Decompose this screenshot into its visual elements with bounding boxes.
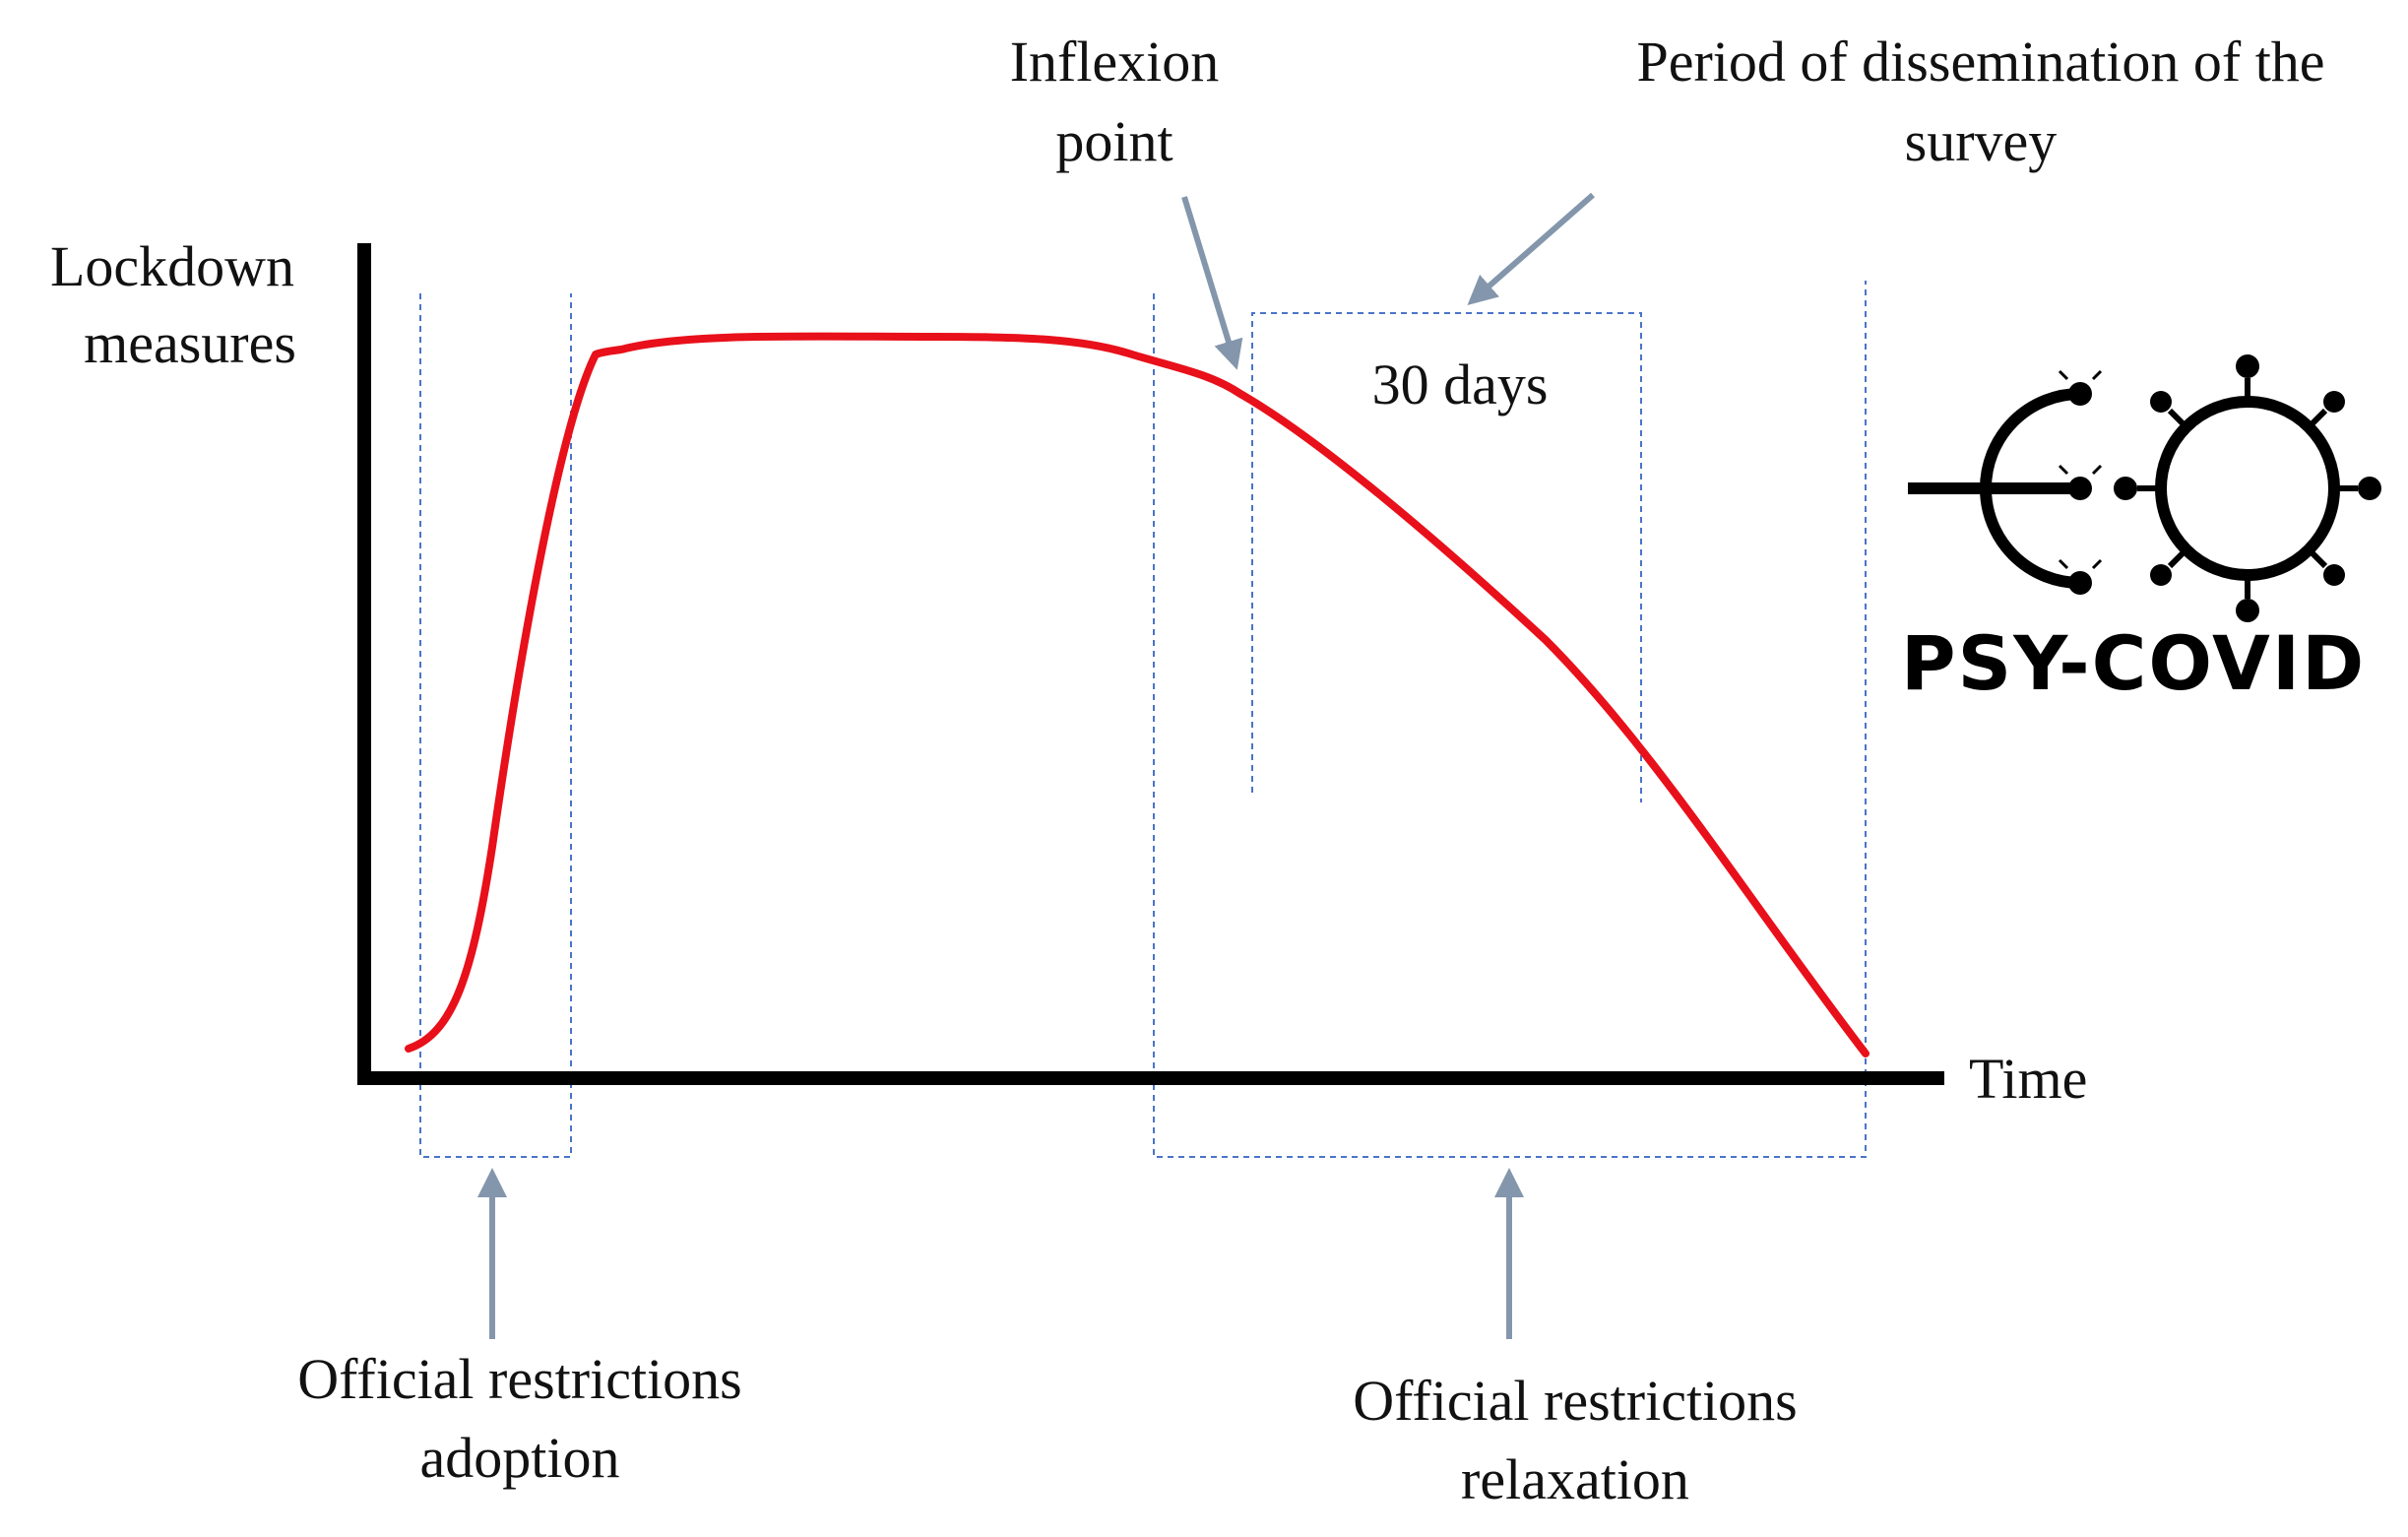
survey-label-line2: survey bbox=[1905, 109, 2058, 173]
x-axis-label: Time bbox=[1969, 1047, 2087, 1111]
inflexion-label-line1: Inflexion bbox=[1010, 30, 1220, 94]
psy-covid-logo-icon bbox=[1908, 354, 2381, 622]
y-axis-label-line2: measures bbox=[84, 311, 296, 375]
axes bbox=[357, 243, 1944, 1085]
survey-period-box bbox=[1251, 312, 1642, 802]
arrows bbox=[477, 192, 1595, 1339]
adoption-label-line1: Official restrictions bbox=[297, 1347, 742, 1411]
inflexion-label-line2: point bbox=[1055, 109, 1172, 173]
y-axis-label-line1: Lockdown bbox=[50, 234, 294, 298]
lockdown-curve bbox=[405, 332, 1869, 1057]
psy-covid-logo: PSY-COVID bbox=[1901, 354, 2381, 707]
psy-covid-logo-text: PSY-COVID bbox=[1901, 619, 2366, 707]
survey-duration-label: 30 days bbox=[1372, 352, 1549, 416]
adoption-period-box bbox=[419, 293, 572, 1158]
relaxation-label-line1: Official restrictions bbox=[1353, 1369, 1798, 1433]
inflexion-arrow bbox=[1181, 196, 1243, 370]
adoption-label-line2: adoption bbox=[420, 1426, 620, 1490]
relaxation-label-line2: relaxation bbox=[1461, 1447, 1689, 1511]
labels: Lockdown measures Time Inflexion point P… bbox=[50, 30, 2325, 1511]
survey-label-line1: Period of dissemination of the bbox=[1636, 30, 2324, 94]
dashed-period-boxes bbox=[419, 281, 1867, 1158]
survey-arrow bbox=[1467, 192, 1595, 305]
